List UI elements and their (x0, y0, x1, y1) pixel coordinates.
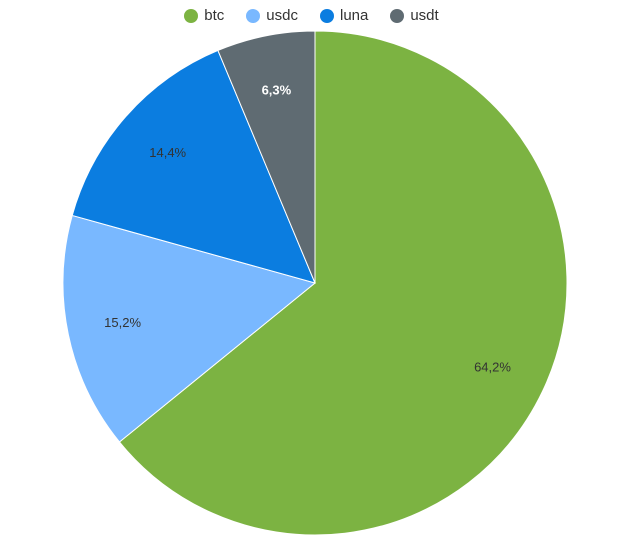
legend-swatch-btc (184, 8, 199, 23)
chart-legend: btc usdc luna usdt (0, 7, 623, 24)
legend-label-btc: btc (204, 7, 225, 24)
slice-label-usdc: 15,2% (104, 315, 141, 330)
pie-slice-usdc[interactable] (62, 214, 317, 443)
pie-slice-usdt[interactable] (217, 30, 316, 284)
slice-label-usdt: 6,3% (262, 82, 292, 97)
slice-label-luna: 14,4% (149, 145, 186, 160)
pie-slice-btc[interactable] (118, 30, 568, 536)
legend-label-usdt: usdt (410, 7, 439, 24)
legend-item-luna[interactable]: luna (319, 7, 369, 24)
legend-label-luna: luna (339, 7, 369, 24)
legend-swatch-usdt (390, 8, 405, 23)
legend-item-usdc[interactable]: usdc (246, 7, 298, 24)
legend-item-usdt[interactable]: usdt (390, 7, 439, 24)
legend-swatch-usdc (246, 8, 261, 23)
legend-swatch-luna (319, 8, 334, 23)
legend-item-btc[interactable]: btc (184, 7, 224, 24)
legend-label-usdc: usdc (266, 7, 298, 24)
slice-label-btc: 64,2% (474, 359, 511, 374)
pie-slice-luna[interactable] (71, 49, 316, 284)
